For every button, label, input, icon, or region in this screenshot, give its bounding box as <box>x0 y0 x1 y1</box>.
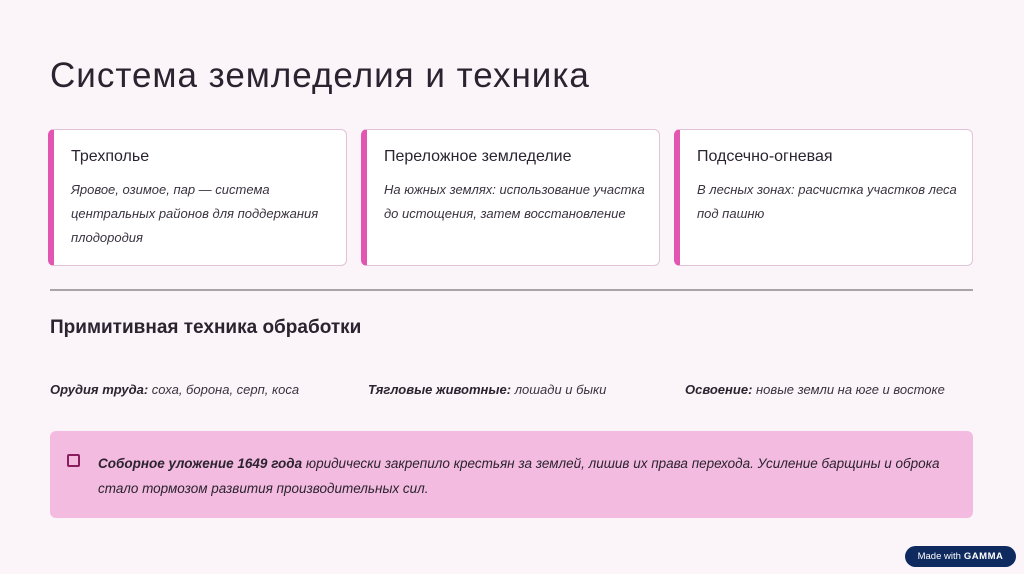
card-podsechno: Подсечно-огневая В лесных зонах: расчист… <box>674 129 973 266</box>
card-trekhpolye: Трехполье Яровое, озимое, пар — система … <box>48 129 347 266</box>
made-with-gamma-badge[interactable]: Made with GAMMA <box>905 546 1016 567</box>
sticky-note-icon <box>67 454 80 467</box>
fact-value: соха, борона, серп, коса <box>148 382 300 397</box>
note-bold: Соборное уложение 1649 года <box>98 456 303 471</box>
section-subtitle: Примитивная техника обработки <box>50 317 362 338</box>
card-text: На южных землях: использование участка д… <box>384 182 645 221</box>
note-text: юридически закрепило крестьян за землей,… <box>98 456 940 496</box>
fact-value: новые земли на юге и востоке <box>752 382 945 397</box>
badge-brand: GAMMA <box>963 551 1004 562</box>
card-heading: Трехполье <box>71 148 150 165</box>
card-text: Яровое, озимое, пар — система центральны… <box>71 182 319 245</box>
card-heading: Переложное земледелие <box>384 148 572 165</box>
card-heading: Подсечно-огневая <box>697 148 833 165</box>
fact-value: лошади и быки <box>511 382 607 397</box>
note-callout: Соборное уложение 1649 года юридически з… <box>50 431 973 518</box>
fact-tools: Орудия труда: соха, борона, серп, коса <box>50 382 299 397</box>
fact-label: Освоение: <box>685 382 753 397</box>
fact-animals: Тягловые животные: лошади и быки <box>368 382 606 397</box>
card-text: В лесных зонах: расчистка участков леса … <box>697 182 957 221</box>
fact-label: Орудия труда: <box>50 382 149 397</box>
card-perelozhnoe: Переложное земледелие На южных землях: и… <box>361 129 660 266</box>
fact-label: Тягловые животные: <box>368 382 512 397</box>
badge-prefix: Made with <box>917 551 961 562</box>
divider <box>50 289 973 291</box>
fact-development: Освоение: новые земли на юге и востоке <box>685 382 945 397</box>
page-title: Система земледелия и техника <box>50 56 590 95</box>
